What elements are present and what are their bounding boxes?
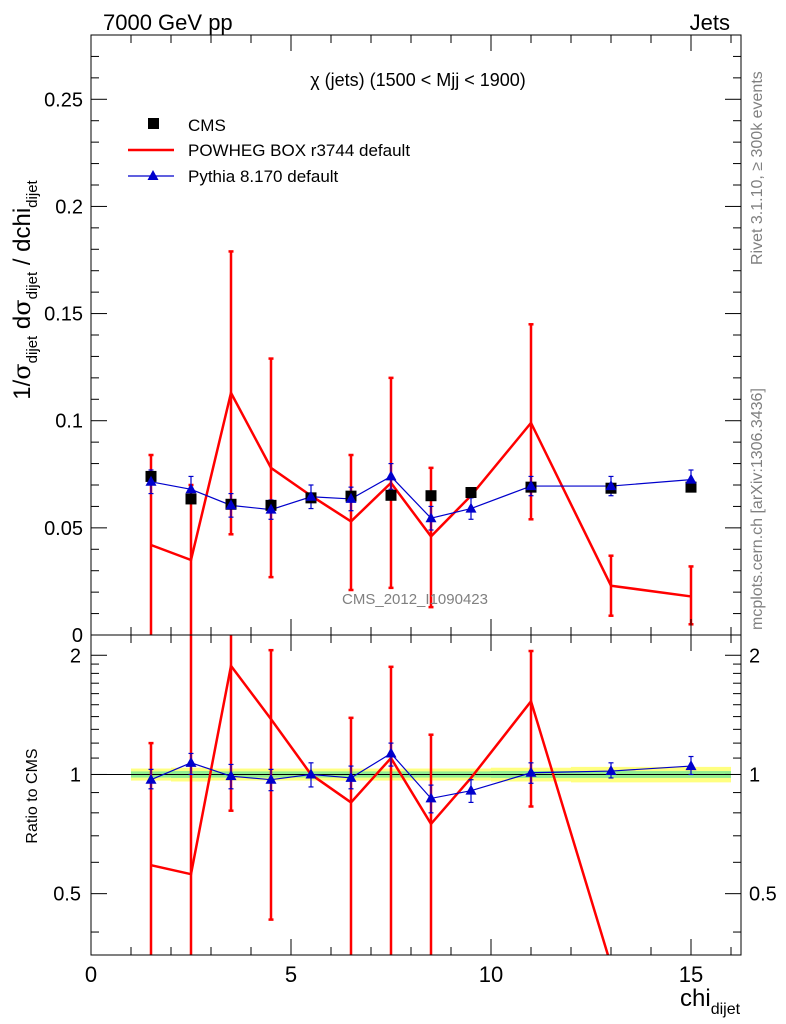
main-y-tick-label: 0.25 (44, 89, 83, 111)
main-y-tick-label: 0.15 (44, 304, 83, 326)
ratio-pythia-line (150, 752, 692, 800)
cms-point (425, 490, 437, 502)
pythia-point (425, 512, 437, 523)
pythia-point (525, 480, 537, 491)
cms-point (185, 493, 197, 505)
x-tick-label: 0 (85, 962, 97, 987)
pythia-point (225, 499, 237, 510)
ratio-pythia-point (605, 765, 617, 776)
ratio-pythia-point (465, 784, 477, 795)
pythia-point (185, 483, 197, 494)
ratio-pythia-point (685, 760, 697, 771)
ratio-pythia-point (225, 770, 237, 781)
cms-point (385, 489, 397, 501)
ratio-pythia-point (525, 766, 537, 777)
main-y-tick-label: 0 (72, 625, 83, 647)
ratio-y-axis-label: Ratio to CMS (24, 748, 41, 843)
header-right-label: Jets (690, 10, 730, 35)
pythia-line (150, 475, 692, 519)
main-y-tick-label: 0.1 (55, 411, 83, 433)
pythia-point (385, 470, 397, 481)
legend-powheg-label: POWHEG BOX r3744 default (188, 141, 410, 160)
pythia-point (265, 503, 277, 514)
pythia-point (465, 502, 477, 513)
ratio-y-tick-label-right: 0.5 (749, 884, 777, 906)
ratio-powheg-line (150, 662, 610, 955)
cms-point (465, 487, 477, 498)
pythia-point (605, 480, 617, 491)
pythia-point (145, 475, 157, 486)
main-plot-area (145, 250, 697, 635)
ratio-y-tick-label-left: 2 (70, 645, 81, 667)
pythia-point (685, 473, 697, 484)
legend-pythia-label: Pythia 8.170 default (188, 167, 339, 186)
main-y-axis-label: 1/σdijet dσdijet / dchidijet (8, 179, 41, 399)
ratio-y-tick-label-right: 2 (749, 645, 760, 667)
rivet-version-label: Rivet 3.1.10, ≥ 300k events (749, 71, 766, 265)
ratio-pythia-point (265, 773, 277, 784)
chart-title: χ (jets) (1500 < Mjj < 1900) (310, 70, 526, 90)
ratio-pythia-point (145, 773, 157, 784)
header-left-label: 7000 GeV pp (103, 10, 233, 35)
pythia-point (345, 492, 357, 503)
ratio-y-tick-label-left: 0.5 (53, 884, 81, 906)
ratio-pythia-point (425, 792, 437, 803)
ratio-plot-area (91, 635, 741, 955)
cms-point (685, 481, 697, 493)
powheg-line (150, 389, 692, 598)
x-tick-label: 5 (285, 962, 297, 987)
ratio-y-tick-label-right: 1 (749, 764, 760, 786)
pythia-point (305, 490, 317, 501)
ratio-pythia-point (345, 771, 357, 782)
ratio-pythia-point (385, 747, 397, 758)
mcplots-label: mcplots.cern.ch [arXiv:1306.3436] (749, 388, 766, 630)
x-tick-label: 15 (679, 962, 703, 987)
legend-pythia-marker (147, 170, 159, 180)
ratio-pythia-point (305, 768, 317, 779)
ratio-y-tick-label-left: 1 (70, 764, 81, 786)
main-axes: 0 0.05 0.1 0.15 0.2 0.25 (44, 34, 742, 647)
legend: CMS POWHEG BOX r3744 default Pythia 8.170 … (128, 116, 410, 186)
main-y-tick-label: 0.05 (44, 518, 83, 540)
legend-cms-marker (148, 118, 159, 129)
main-y-tick-label: 0.2 (55, 196, 83, 218)
ratio-axes: 0.5 0.5 1 1 2 2 0 5 10 15 (53, 634, 777, 987)
analysis-watermark: CMS_2012_I1090423 (342, 591, 488, 608)
legend-cms-label: CMS (188, 116, 226, 135)
x-tick-label: 10 (479, 962, 503, 987)
x-axis-label: chidijet (680, 985, 741, 1018)
ratio-frame (90, 634, 742, 956)
ratio-pythia-point (185, 756, 197, 767)
